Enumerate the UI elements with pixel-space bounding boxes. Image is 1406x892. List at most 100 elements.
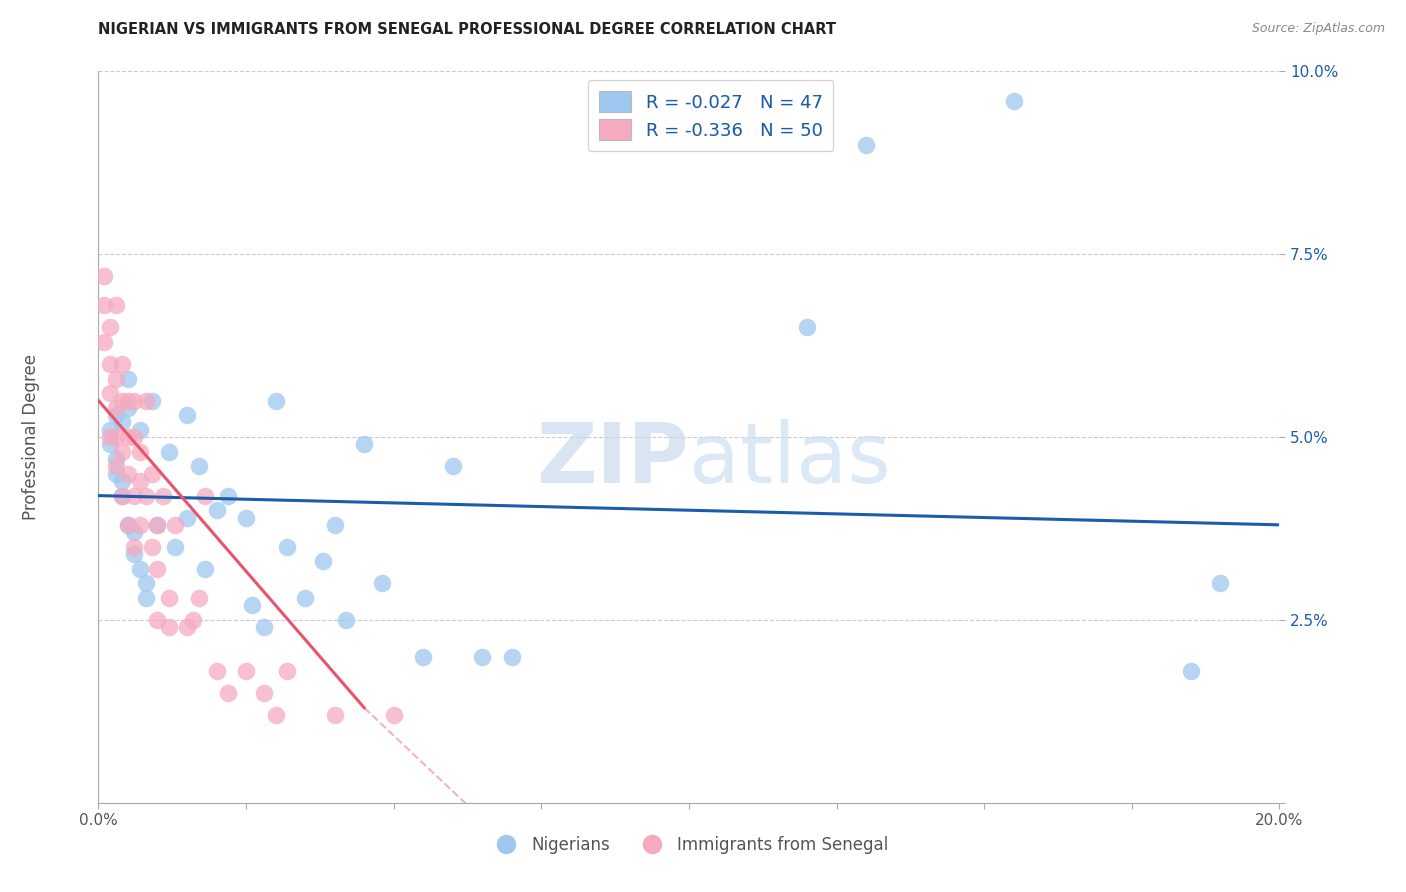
Point (323, 708, 346, 723)
Point (276, 540, 298, 554)
Point (187, 591, 209, 605)
Point (146, 517, 169, 532)
Point (98, 386, 121, 401)
Point (111, 474, 134, 488)
Point (98, 320, 121, 334)
Point (135, 591, 157, 605)
Point (176, 408, 198, 422)
Point (128, 423, 150, 437)
Point (146, 613, 169, 627)
Point (117, 371, 139, 385)
Point (93, 334, 115, 349)
Point (501, 649, 523, 664)
Point (1209, 576, 1232, 591)
Point (117, 467, 139, 481)
Point (323, 517, 346, 532)
Point (157, 444, 180, 458)
Point (122, 489, 145, 503)
Point (111, 444, 134, 458)
Point (264, 393, 287, 408)
Point (111, 489, 134, 503)
Point (111, 489, 134, 503)
Point (264, 708, 287, 723)
Text: Source: ZipAtlas.com: Source: ZipAtlas.com (1251, 22, 1385, 36)
Point (217, 489, 239, 503)
Point (135, 393, 157, 408)
Point (235, 510, 257, 524)
Point (312, 554, 335, 568)
Point (235, 664, 257, 678)
Point (98, 423, 121, 437)
Point (194, 489, 217, 503)
Point (217, 686, 239, 700)
Point (176, 510, 198, 524)
Text: NIGERIAN VS IMMIGRANTS FROM SENEGAL PROFESSIONAL DEGREE CORRELATION CHART: NIGERIAN VS IMMIGRANTS FROM SENEGAL PROF… (98, 22, 837, 37)
Point (105, 371, 128, 385)
Point (98, 357, 121, 371)
Point (98, 437, 121, 451)
Point (412, 649, 434, 664)
Point (128, 474, 150, 488)
Point (128, 517, 150, 532)
Point (382, 708, 405, 723)
Point (128, 562, 150, 576)
Point (165, 540, 187, 554)
Point (157, 620, 180, 634)
Point (122, 393, 145, 408)
Point (187, 459, 209, 474)
Point (117, 393, 139, 408)
Point (117, 430, 139, 444)
Point (111, 416, 134, 430)
Point (111, 357, 134, 371)
Point (141, 467, 163, 481)
Point (141, 540, 163, 554)
Point (122, 547, 145, 561)
Point (135, 576, 157, 591)
Point (105, 401, 128, 415)
Point (335, 613, 357, 627)
Point (111, 393, 134, 408)
Point (181, 613, 204, 627)
Point (93, 269, 115, 284)
Point (141, 393, 163, 408)
Point (253, 686, 276, 700)
Point (855, 137, 877, 152)
Point (105, 459, 128, 474)
Point (294, 591, 316, 605)
Point (146, 517, 169, 532)
Point (157, 591, 180, 605)
Point (471, 649, 494, 664)
Point (105, 430, 128, 444)
Point (152, 489, 174, 503)
Point (105, 408, 128, 422)
Point (441, 459, 464, 474)
Point (128, 444, 150, 458)
Point (371, 576, 394, 591)
Point (105, 467, 128, 481)
Point (105, 298, 128, 312)
Legend: Nigerians, Immigrants from Senegal: Nigerians, Immigrants from Senegal (484, 829, 894, 860)
Text: ZIP: ZIP (537, 418, 689, 500)
Point (122, 525, 145, 540)
Point (205, 503, 228, 517)
Point (276, 664, 298, 678)
Point (117, 517, 139, 532)
Point (146, 562, 169, 576)
Point (1002, 94, 1025, 108)
Point (105, 452, 128, 467)
Point (796, 320, 818, 334)
Point (205, 664, 228, 678)
Point (240, 599, 263, 613)
Point (1180, 664, 1202, 678)
Point (98, 430, 121, 444)
Point (353, 437, 375, 451)
Point (176, 620, 198, 634)
Text: Professional Degree: Professional Degree (22, 354, 39, 520)
Point (117, 401, 139, 415)
Point (122, 540, 145, 554)
Point (135, 489, 157, 503)
Text: atlas: atlas (689, 418, 890, 500)
Point (194, 562, 217, 576)
Point (93, 298, 115, 312)
Point (117, 517, 139, 532)
